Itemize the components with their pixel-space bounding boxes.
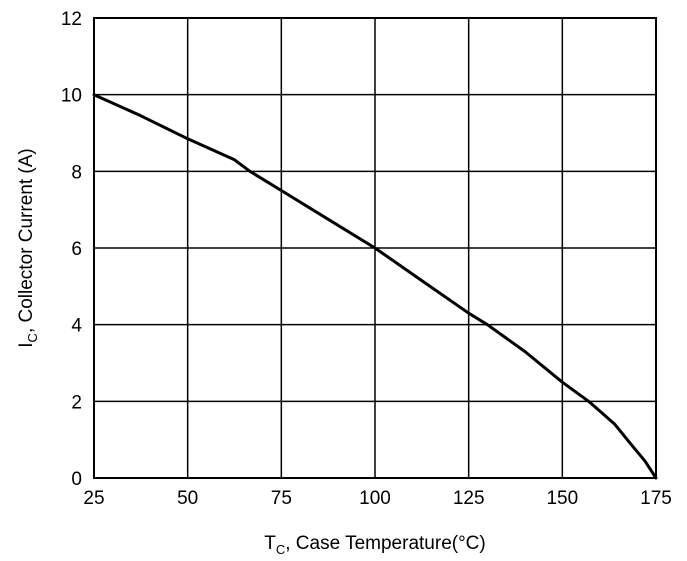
x-tick-label: 25 [83, 488, 104, 509]
x-tick-label: 50 [177, 488, 198, 509]
y-axis-ticks: 0 2 4 6 8 10 12 [61, 9, 83, 490]
x-tick-label: 100 [359, 488, 391, 509]
data-series-line [92, 93, 658, 480]
x-tick-label: 175 [640, 488, 672, 509]
x-axis-ticks: 25 50 75 100 125 150 175 [83, 488, 671, 509]
x-tick-label: 125 [453, 488, 485, 509]
y-tick-label: 10 [61, 86, 82, 107]
y-tick-label: 8 [71, 162, 82, 183]
plot-frame [93, 17, 657, 479]
y-tick-label: 4 [71, 316, 82, 337]
x-tick-label: 150 [546, 488, 578, 509]
y-tick-label: 0 [71, 469, 82, 490]
x-axis-label: TC, Case Temperature(°C) [264, 533, 485, 557]
y-tick-label: 2 [71, 392, 82, 413]
y-tick-label: 12 [61, 9, 82, 30]
y-tick-label: 6 [71, 239, 82, 260]
x-tick-label: 75 [271, 488, 292, 509]
y-axis-label: IC, Collector Current (A) [16, 148, 40, 347]
